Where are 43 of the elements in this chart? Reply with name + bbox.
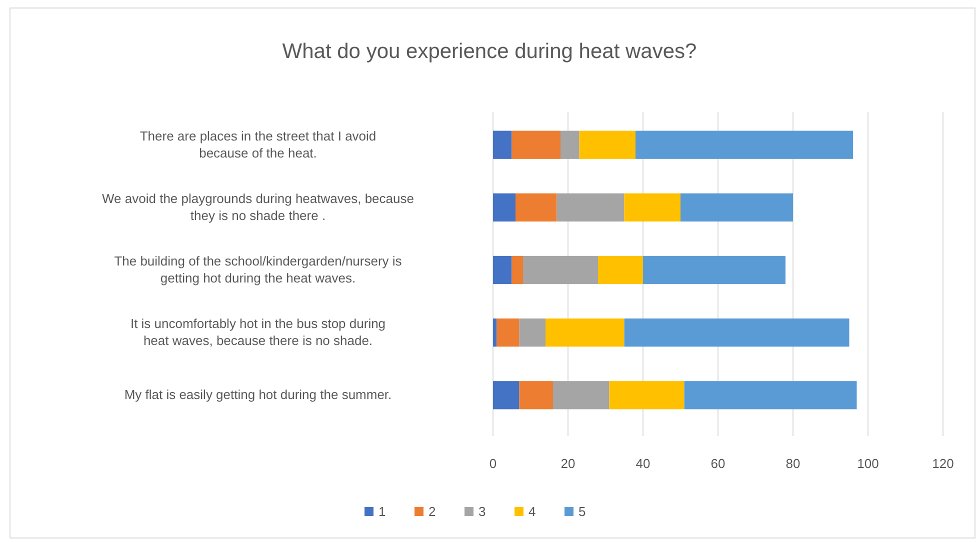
bar [556, 193, 624, 222]
x-tick-label: 0 [489, 456, 497, 471]
bar [579, 130, 636, 159]
bar [680, 193, 793, 222]
bar [546, 318, 624, 347]
legend-label: 5 [578, 504, 586, 519]
bar [643, 256, 786, 284]
bar [493, 318, 497, 347]
bar [493, 193, 516, 222]
x-tick-label: 120 [932, 456, 954, 471]
legend-label: 4 [528, 504, 536, 519]
x-tick-label: 100 [857, 456, 879, 471]
y-tick-label: It is uncomfortably hot in the bus stop during heat waves, because there is no shade. [130, 316, 386, 348]
y-tick-label: There are places in the street that I avoid because of the heat. [140, 128, 376, 160]
x-tick-label: 40 [636, 456, 650, 471]
bar [609, 381, 684, 410]
y-tick-label: We avoid the playgrounds during heatwaves, because they is no shade there . [102, 190, 414, 223]
bar [512, 130, 560, 159]
chart-title: What do you experience during heat waves? [282, 40, 697, 63]
x-tick-label: 80 [786, 456, 800, 471]
bar [493, 381, 520, 410]
legend-label: 2 [428, 504, 436, 519]
bar [553, 381, 610, 410]
bar [493, 130, 512, 159]
bar [598, 256, 643, 284]
bar [519, 381, 553, 410]
bar [493, 256, 512, 284]
bar [624, 318, 850, 347]
bar [523, 256, 598, 284]
bar [512, 256, 523, 284]
legend-label: 1 [378, 504, 386, 519]
bar [636, 130, 853, 159]
y-tick-label: My flat is easily getting hot during the summer. [124, 387, 392, 402]
bar [560, 130, 580, 159]
x-tick-label: 20 [560, 456, 576, 471]
bar [684, 381, 857, 410]
x-tick-label: 60 [710, 456, 726, 471]
legend-label: 3 [478, 504, 486, 519]
bar [496, 318, 520, 347]
bar [519, 318, 546, 347]
y-tick-label: The building of the school/kindergarden/nursery is getting hot during the heat waves. [114, 254, 402, 286]
bar [516, 193, 557, 222]
bar [624, 193, 680, 222]
